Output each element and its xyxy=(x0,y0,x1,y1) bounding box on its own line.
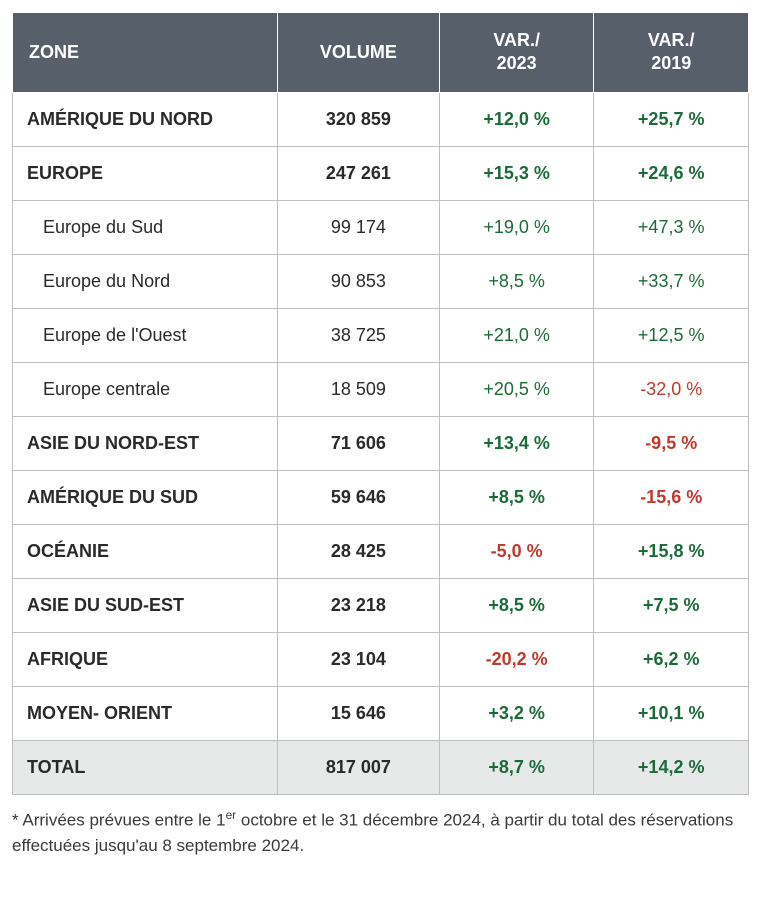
col-header-volume: VOLUME xyxy=(277,13,439,93)
table-row: MOYEN- ORIENT15 646+3,2 %+10,1 % xyxy=(13,686,749,740)
cell-var2019: +14,2 % xyxy=(594,740,749,794)
cell-volume: 23 104 xyxy=(277,632,439,686)
footnote-prefix: * Arrivées prévues entre le 1 xyxy=(12,810,226,829)
cell-volume: 28 425 xyxy=(277,524,439,578)
cell-var2023: +8,7 % xyxy=(439,740,594,794)
table-row: ASIE DU SUD-EST23 218+8,5 %+7,5 % xyxy=(13,578,749,632)
cell-var2023: -20,2 % xyxy=(439,632,594,686)
cell-zone: Europe du Nord xyxy=(13,254,278,308)
cell-var2023: +15,3 % xyxy=(439,146,594,200)
cell-var2023: +19,0 % xyxy=(439,200,594,254)
cell-var2023: +12,0 % xyxy=(439,92,594,146)
cell-var2019: +25,7 % xyxy=(594,92,749,146)
table-row: EUROPE247 261+15,3 %+24,6 % xyxy=(13,146,749,200)
cell-var2019: +33,7 % xyxy=(594,254,749,308)
table-row: AFRIQUE23 104-20,2 %+6,2 % xyxy=(13,632,749,686)
cell-zone: OCÉANIE xyxy=(13,524,278,578)
cell-var2023: +21,0 % xyxy=(439,308,594,362)
cell-var2023: +8,5 % xyxy=(439,470,594,524)
cell-var2023: -5,0 % xyxy=(439,524,594,578)
cell-var2023: +20,5 % xyxy=(439,362,594,416)
table-row: ASIE DU NORD-EST71 606+13,4 %-9,5 % xyxy=(13,416,749,470)
table-row: OCÉANIE28 425-5,0 %+15,8 % xyxy=(13,524,749,578)
cell-var2019: +12,5 % xyxy=(594,308,749,362)
table-row: Europe du Sud99 174+19,0 %+47,3 % xyxy=(13,200,749,254)
cell-var2019: +10,1 % xyxy=(594,686,749,740)
footnote: * Arrivées prévues entre le 1er octobre … xyxy=(12,807,749,859)
cell-zone: AMÉRIQUE DU NORD xyxy=(13,92,278,146)
table-header-row: ZONE VOLUME VAR./2023 VAR./2019 xyxy=(13,13,749,93)
cell-zone: Europe centrale xyxy=(13,362,278,416)
cell-zone: ASIE DU SUD-EST xyxy=(13,578,278,632)
cell-volume: 817 007 xyxy=(277,740,439,794)
cell-zone: EUROPE xyxy=(13,146,278,200)
table-row: TOTAL817 007+8,7 %+14,2 % xyxy=(13,740,749,794)
cell-var2019: +15,8 % xyxy=(594,524,749,578)
cell-zone: MOYEN- ORIENT xyxy=(13,686,278,740)
cell-volume: 15 646 xyxy=(277,686,439,740)
cell-zone: TOTAL xyxy=(13,740,278,794)
cell-var2023: +13,4 % xyxy=(439,416,594,470)
table-row: AMÉRIQUE DU NORD320 859+12,0 %+25,7 % xyxy=(13,92,749,146)
col-header-var2019: VAR./2019 xyxy=(594,13,749,93)
cell-volume: 59 646 xyxy=(277,470,439,524)
cell-volume: 38 725 xyxy=(277,308,439,362)
cell-var2019: +24,6 % xyxy=(594,146,749,200)
cell-var2023: +3,2 % xyxy=(439,686,594,740)
cell-var2019: -9,5 % xyxy=(594,416,749,470)
cell-var2023: +8,5 % xyxy=(439,578,594,632)
cell-var2019: -32,0 % xyxy=(594,362,749,416)
footnote-sup: er xyxy=(226,808,237,822)
cell-volume: 90 853 xyxy=(277,254,439,308)
cell-var2019: +7,5 % xyxy=(594,578,749,632)
arrivals-table: ZONE VOLUME VAR./2023 VAR./2019 AMÉRIQUE… xyxy=(12,12,749,795)
cell-volume: 99 174 xyxy=(277,200,439,254)
cell-var2019: +6,2 % xyxy=(594,632,749,686)
table-row: Europe de l'Ouest38 725+21,0 %+12,5 % xyxy=(13,308,749,362)
table-row: Europe centrale18 509+20,5 %-32,0 % xyxy=(13,362,749,416)
cell-zone: AFRIQUE xyxy=(13,632,278,686)
cell-var2023: +8,5 % xyxy=(439,254,594,308)
cell-zone: Europe du Sud xyxy=(13,200,278,254)
col-header-var2023: VAR./2023 xyxy=(439,13,594,93)
cell-volume: 23 218 xyxy=(277,578,439,632)
table-row: AMÉRIQUE DU SUD59 646+8,5 %-15,6 % xyxy=(13,470,749,524)
cell-volume: 71 606 xyxy=(277,416,439,470)
cell-var2019: +47,3 % xyxy=(594,200,749,254)
cell-var2019: -15,6 % xyxy=(594,470,749,524)
cell-volume: 247 261 xyxy=(277,146,439,200)
cell-zone: Europe de l'Ouest xyxy=(13,308,278,362)
cell-volume: 320 859 xyxy=(277,92,439,146)
cell-zone: AMÉRIQUE DU SUD xyxy=(13,470,278,524)
cell-volume: 18 509 xyxy=(277,362,439,416)
col-header-zone: ZONE xyxy=(13,13,278,93)
cell-zone: ASIE DU NORD-EST xyxy=(13,416,278,470)
table-body: AMÉRIQUE DU NORD320 859+12,0 %+25,7 %EUR… xyxy=(13,92,749,794)
table-row: Europe du Nord90 853+8,5 %+33,7 % xyxy=(13,254,749,308)
